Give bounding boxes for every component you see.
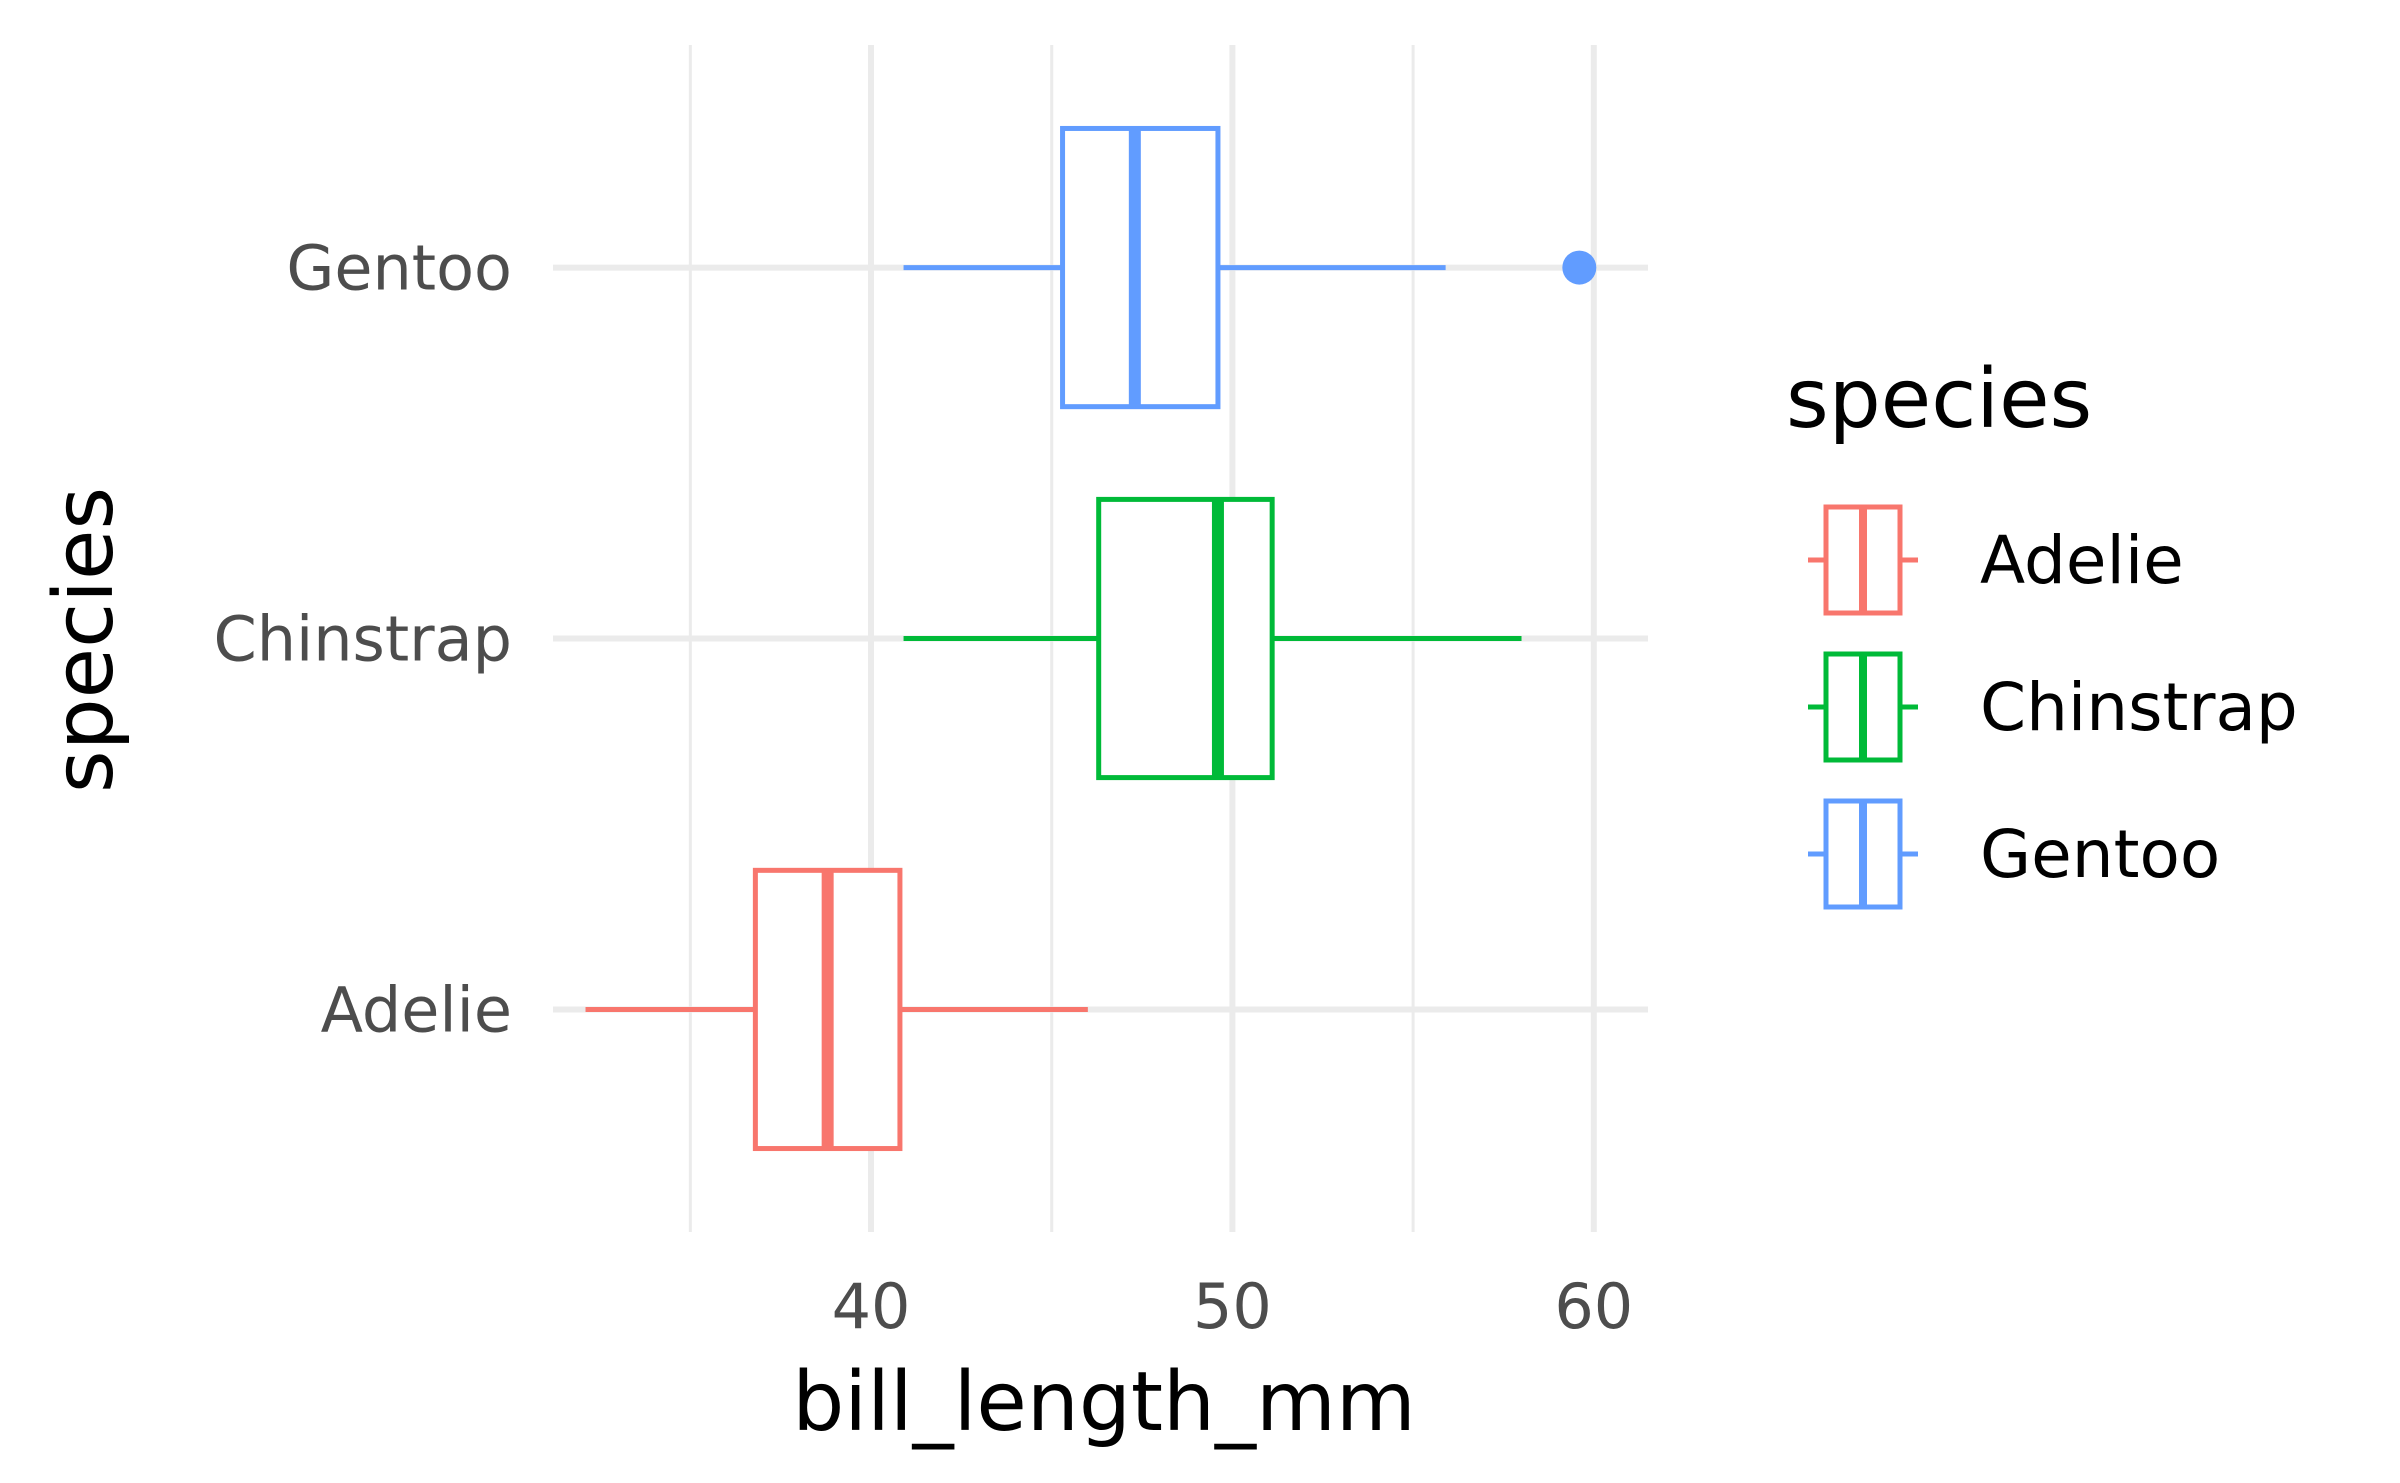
y-tick-labels: Adelie Chinstrap Gentoo [213, 232, 512, 1047]
legend-label: Adelie [1980, 522, 2184, 599]
x-axis-title: bill_length_mm [792, 1355, 1416, 1450]
outlier-point [1562, 250, 1597, 285]
y-tick-label: Adelie [321, 973, 512, 1046]
legend: species Adelie Chinstrap Gentoo [1786, 352, 2298, 910]
x-tick-label: 50 [1193, 1270, 1272, 1343]
legend-item-chinstrap: Chinstrap [1808, 651, 2298, 763]
box-gentoo [903, 125, 1597, 410]
x-tick-label: 60 [1554, 1270, 1633, 1343]
y-tick-label: Chinstrap [213, 603, 512, 676]
y-axis-title: species [37, 487, 132, 793]
legend-label: Chinstrap [1980, 669, 2298, 746]
legend-title: species [1786, 352, 2092, 447]
box-chinstrap [903, 496, 1522, 781]
legend-label: Gentoo [1980, 816, 2220, 893]
y-tick-label: Gentoo [286, 232, 512, 305]
legend-item-adelie: Adelie [1808, 504, 2184, 616]
iqr-box [1096, 496, 1275, 781]
legend-key [1808, 798, 1918, 910]
legend-key [1808, 651, 1918, 763]
box-adelie [585, 867, 1088, 1152]
plot-series [585, 125, 1597, 1152]
legend-key [1808, 504, 1918, 616]
x-tick-labels: 40 50 60 [832, 1270, 1634, 1343]
legend-item-gentoo: Gentoo [1808, 798, 2220, 910]
x-tick-label: 40 [832, 1270, 911, 1343]
